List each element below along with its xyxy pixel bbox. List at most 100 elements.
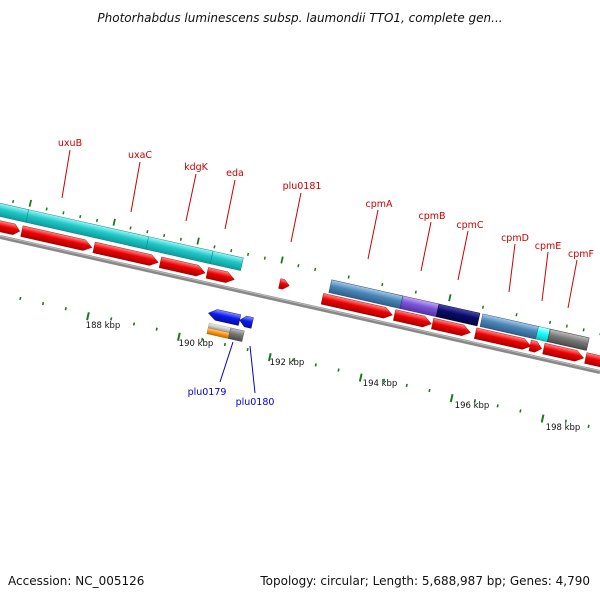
tick-row-upper xyxy=(12,199,600,336)
gene-cpmF[interactable] xyxy=(547,328,590,351)
cds-arrow[interactable] xyxy=(431,317,471,337)
leader-line-eda xyxy=(224,179,236,230)
scale-tick xyxy=(449,393,454,403)
leader-line-cpmD xyxy=(508,243,516,293)
gene-label-cpmF[interactable]: cpmF xyxy=(568,249,594,260)
tick-row-lower xyxy=(19,296,590,428)
cds-arrow[interactable] xyxy=(584,352,600,370)
scale-tick xyxy=(28,199,32,207)
track-cds xyxy=(0,218,600,370)
cds-arrow[interactable] xyxy=(0,218,21,236)
scale-tick xyxy=(382,378,386,382)
gene-label-kdgK[interactable]: kdgK xyxy=(184,162,209,173)
gene-label-eda[interactable]: eda xyxy=(226,168,244,179)
kbp-labels: 188 kbp 190 kbp 192 kbp 194 kbp 196 kbp … xyxy=(86,321,581,433)
kbp-label: 188 kbp xyxy=(86,321,121,331)
scale-tick xyxy=(414,290,417,294)
scale-tick xyxy=(297,264,300,268)
scale-tick xyxy=(246,252,250,256)
scale-tick xyxy=(428,388,431,393)
scale-tick xyxy=(196,237,200,245)
scale-tick xyxy=(515,313,518,317)
track-outer xyxy=(0,202,590,351)
scale-tick xyxy=(540,414,545,423)
gene-label-cpmB[interactable]: cpmB xyxy=(418,211,445,222)
cds-arrow[interactable] xyxy=(205,267,236,284)
gene-label-plu0179[interactable]: plu0179 xyxy=(188,387,227,398)
gene-cpmC[interactable] xyxy=(435,303,481,327)
scale-tick xyxy=(110,317,113,321)
cds-arrow[interactable] xyxy=(393,309,432,329)
cds-arrow[interactable] xyxy=(20,225,94,253)
gene-label-cpmD[interactable]: cpmD xyxy=(501,233,529,244)
gene-label-cpmA[interactable]: cpmA xyxy=(365,199,393,210)
kbp-label: 194 kbp xyxy=(363,379,398,389)
scale-tick xyxy=(473,399,477,403)
gene-label-cpmC[interactable]: cpmC xyxy=(456,220,484,231)
topology-text: Topology: circular; Length: 5,688,987 bp… xyxy=(259,574,590,588)
gene-plu0180-block[interactable] xyxy=(228,327,245,342)
scale-tick xyxy=(132,322,136,326)
leader-line-plu0181 xyxy=(290,192,302,243)
scale-tick xyxy=(86,312,90,321)
gene-uxuB[interactable] xyxy=(0,202,30,223)
scale-tick xyxy=(19,296,22,301)
cds-arrow[interactable] xyxy=(320,293,394,320)
scale-tick xyxy=(230,248,233,253)
scale-tick xyxy=(112,218,116,226)
scale-tick xyxy=(263,256,266,260)
scale-tick xyxy=(358,373,363,382)
map-title: Photorhabdus luminescens subsp. laumondi… xyxy=(97,11,502,25)
cds-arrow[interactable] xyxy=(542,342,585,363)
kbp-label: 196 kbp xyxy=(455,401,490,411)
scale-tick xyxy=(337,368,340,372)
leader-line-plu0180 xyxy=(249,345,256,394)
scale-tick xyxy=(146,230,149,234)
leader-line-uxuB xyxy=(61,149,71,199)
scale-tick xyxy=(448,294,452,302)
scale-tick xyxy=(564,419,567,423)
leader-line-cpmB xyxy=(420,221,432,272)
kbp-label: 198 kbp xyxy=(546,423,581,433)
scale-tick xyxy=(280,256,284,264)
scale-tick xyxy=(481,305,485,309)
scale-tick xyxy=(179,237,182,241)
cds-arrow[interactable] xyxy=(528,339,543,353)
cds-arrow[interactable] xyxy=(158,256,206,278)
kbp-label: 192 kbp xyxy=(270,358,305,368)
leader-line-cpmE xyxy=(541,251,549,302)
scale-tick xyxy=(347,275,350,279)
gene-label-uxaC[interactable]: uxaC xyxy=(128,150,152,161)
gene-labels-red: uxuB uxaC kdgK eda plu0181 cpmA cpmB cpm… xyxy=(58,138,594,309)
gene-plu0179-arrow[interactable] xyxy=(207,308,242,326)
cds-arrow[interactable] xyxy=(92,241,160,267)
scale-tick xyxy=(45,207,48,211)
scale-tick xyxy=(201,337,204,342)
scale-tick xyxy=(519,409,522,413)
gene-label-plu0180[interactable]: plu0180 xyxy=(236,397,275,408)
scale-tick xyxy=(246,347,249,352)
leader-line-plu0179 xyxy=(219,341,234,383)
scale-tick xyxy=(95,218,99,223)
cds-arrow[interactable] xyxy=(474,327,532,351)
scale-tick xyxy=(62,211,65,215)
gene-label-cpmE[interactable]: cpmE xyxy=(535,241,562,252)
scale-tick xyxy=(267,353,272,362)
gene-eda[interactable] xyxy=(209,250,244,271)
scale-tick xyxy=(314,267,317,272)
accession-text: Accession: NC_005126 xyxy=(8,574,144,588)
scale-tick xyxy=(223,342,227,347)
gene-label-uxuB[interactable]: uxuB xyxy=(58,138,82,149)
scale-tick xyxy=(41,301,45,306)
genome-backbone xyxy=(0,235,600,374)
scale-tick xyxy=(565,324,568,328)
scale-tick xyxy=(213,245,216,249)
scale-tick xyxy=(381,282,384,287)
gene-plu0180-arrow[interactable] xyxy=(238,315,254,329)
scale-tick xyxy=(291,358,295,362)
gene-labels-blue: plu0179 plu0180 xyxy=(188,341,275,408)
gene-label-plu0181[interactable]: plu0181 xyxy=(283,181,322,192)
leader-line-uxaC xyxy=(130,161,141,213)
cds-arrow-plu0181[interactable] xyxy=(278,278,291,291)
